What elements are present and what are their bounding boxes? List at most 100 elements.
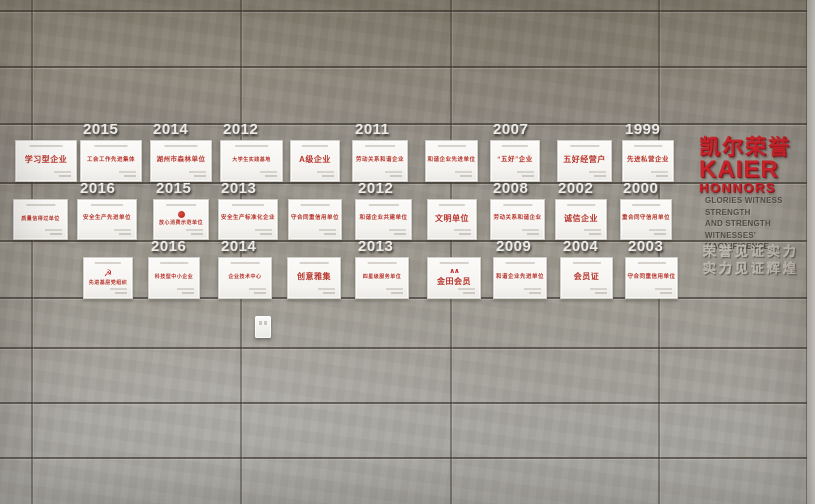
award-plaque: 劳动关系和谐企业 — [352, 140, 408, 182]
plaque-title: 守合同重信用单位 — [291, 215, 340, 222]
plaque-signature-line — [186, 229, 203, 231]
year-label: 2003 — [628, 238, 664, 255]
plaque-issuer-line — [505, 262, 535, 264]
plaque-title: 工会工作先进集体 — [86, 156, 135, 163]
plaque-signature-line — [119, 171, 136, 173]
plaque-signature-line — [249, 288, 266, 290]
plaque-signature-line — [191, 233, 203, 235]
plaque-signature-line — [260, 233, 272, 235]
plaque-signature-line — [594, 175, 606, 177]
plaque-signature-line — [389, 229, 406, 231]
plaque-title: 学习型企业 — [24, 155, 68, 165]
slogan-english: GLORIES WITNESS STRENGTH AND STRENGTH WI… — [705, 195, 815, 253]
award-plaque: 和谐企业共建单位 — [355, 199, 412, 240]
year-label: 2002 — [558, 180, 594, 197]
panel-seam-horizontal — [0, 66, 815, 68]
plaque-signature-line — [649, 229, 666, 231]
award-plaque: 创意雅集 — [287, 257, 341, 299]
plaque-signature-line — [322, 175, 334, 177]
plaque-title: 文明单位 — [435, 213, 469, 223]
plaque-signature-line — [386, 288, 403, 290]
plaque-signature-line — [589, 171, 606, 173]
plaque-title: 创意雅集 — [297, 272, 331, 282]
panel-seam-horizontal — [0, 10, 815, 12]
plaque-signature-line — [460, 175, 472, 177]
plaque-issuer-line — [94, 262, 122, 264]
plaque-issuer-line — [230, 262, 260, 264]
wall-edge-highlight — [807, 0, 815, 504]
plaque-signature-line — [455, 171, 472, 173]
plaque-issuer-line — [234, 145, 269, 147]
plaque-title: 金田会员 — [437, 276, 471, 286]
plaque-signature-line — [110, 288, 127, 290]
award-plaque: 安全生产先进单位 — [77, 199, 137, 240]
award-plaque: 放心消费示范单位 — [153, 199, 209, 240]
plaque-signature-line — [318, 288, 335, 290]
plaque-issuer-line — [572, 262, 601, 264]
year-label: 2012 — [358, 180, 394, 197]
panel-seam-horizontal — [0, 347, 815, 349]
year-label: 2000 — [623, 180, 659, 197]
year-label: 2013 — [358, 238, 394, 255]
plaque-signature-line — [319, 229, 336, 231]
award-plaque: ☭ 先进基层党组织 — [83, 257, 133, 299]
plaque-signature-line — [394, 233, 406, 235]
award-plaque: 和谐企业先进单位 — [493, 257, 547, 299]
plaque-issuer-line — [25, 204, 56, 206]
plaque-signature-line — [324, 233, 336, 235]
plaque-signature-line — [522, 175, 534, 177]
plaque-signature-line — [595, 292, 607, 294]
year-label: 2011 — [355, 121, 390, 138]
plaque-issuer-line — [502, 204, 533, 206]
plaque-title: 科技型中小企业 — [154, 274, 194, 281]
plaque-title: 守合同重信用单位 — [627, 273, 676, 280]
award-plaque: “五好”企业 — [490, 140, 540, 182]
award-plaque: 诚信企业 — [555, 199, 607, 240]
plaque-signature-line — [590, 288, 607, 290]
plaque-signature-line — [59, 175, 71, 177]
year-label: 2016 — [80, 180, 116, 197]
award-plaque: 劳动关系和谐企业 — [490, 199, 545, 240]
plaque-signature-line — [254, 292, 266, 294]
plaque-issuer-line — [91, 204, 123, 206]
plaque-signature-line — [589, 233, 601, 235]
plaque-signature-line — [124, 175, 136, 177]
year-label: 2004 — [563, 238, 599, 255]
plaque-title: 先进基层党组织 — [88, 279, 128, 286]
plaque-title: 和谐企业先进单位 — [496, 273, 545, 280]
plaque-signature-line — [54, 171, 71, 173]
plaque-issuer-line — [164, 145, 198, 147]
plaque-signature-line — [317, 171, 334, 173]
award-plaque: 会员证 — [560, 257, 613, 299]
award-plaque: ∧∧ 金田会员 — [427, 257, 481, 299]
slogan-chinese-line2: 实力见证辉煌 — [703, 261, 800, 276]
plaque-issuer-line — [29, 145, 63, 147]
plaque-issuer-line — [632, 204, 660, 206]
plaque-signature-line — [260, 171, 277, 173]
plaque-issuer-line — [634, 145, 662, 147]
plaque-signature-line — [584, 229, 601, 231]
plaque-signature-line — [660, 292, 672, 294]
panel-seam-horizontal — [0, 457, 815, 459]
plaque-title: 五好经营户 — [563, 155, 606, 165]
brand-subtitle-english: HONNORS — [699, 180, 776, 195]
plaque-title: 安全生产先进单位 — [82, 215, 131, 222]
plaque-signature-line — [177, 288, 194, 290]
slogan-english-line3: MAGNIFICENCE — [705, 242, 770, 251]
plaque-issuer-line — [94, 145, 128, 147]
panel-seam-vertical — [31, 0, 33, 504]
panel-seam-vertical — [240, 0, 242, 504]
slogan-chinese: 荣誉见证实力 实力见证辉煌 — [703, 243, 799, 277]
plaque-title: 先进私营企业 — [627, 156, 669, 164]
plaque-signature-line — [390, 175, 402, 177]
plaque-signature-line — [463, 292, 475, 294]
plaque-signature-line — [119, 233, 131, 235]
member-logo-icon: ∧∧ — [449, 267, 459, 275]
plaque-signature-line — [654, 233, 666, 235]
award-plaque: 湖州市森林单位 — [150, 140, 212, 182]
year-label: 2012 — [223, 121, 259, 138]
plaque-issuer-line — [567, 204, 595, 206]
plaque-title: 放心消费示范单位 — [158, 220, 203, 227]
panel-seam-horizontal — [0, 182, 815, 184]
